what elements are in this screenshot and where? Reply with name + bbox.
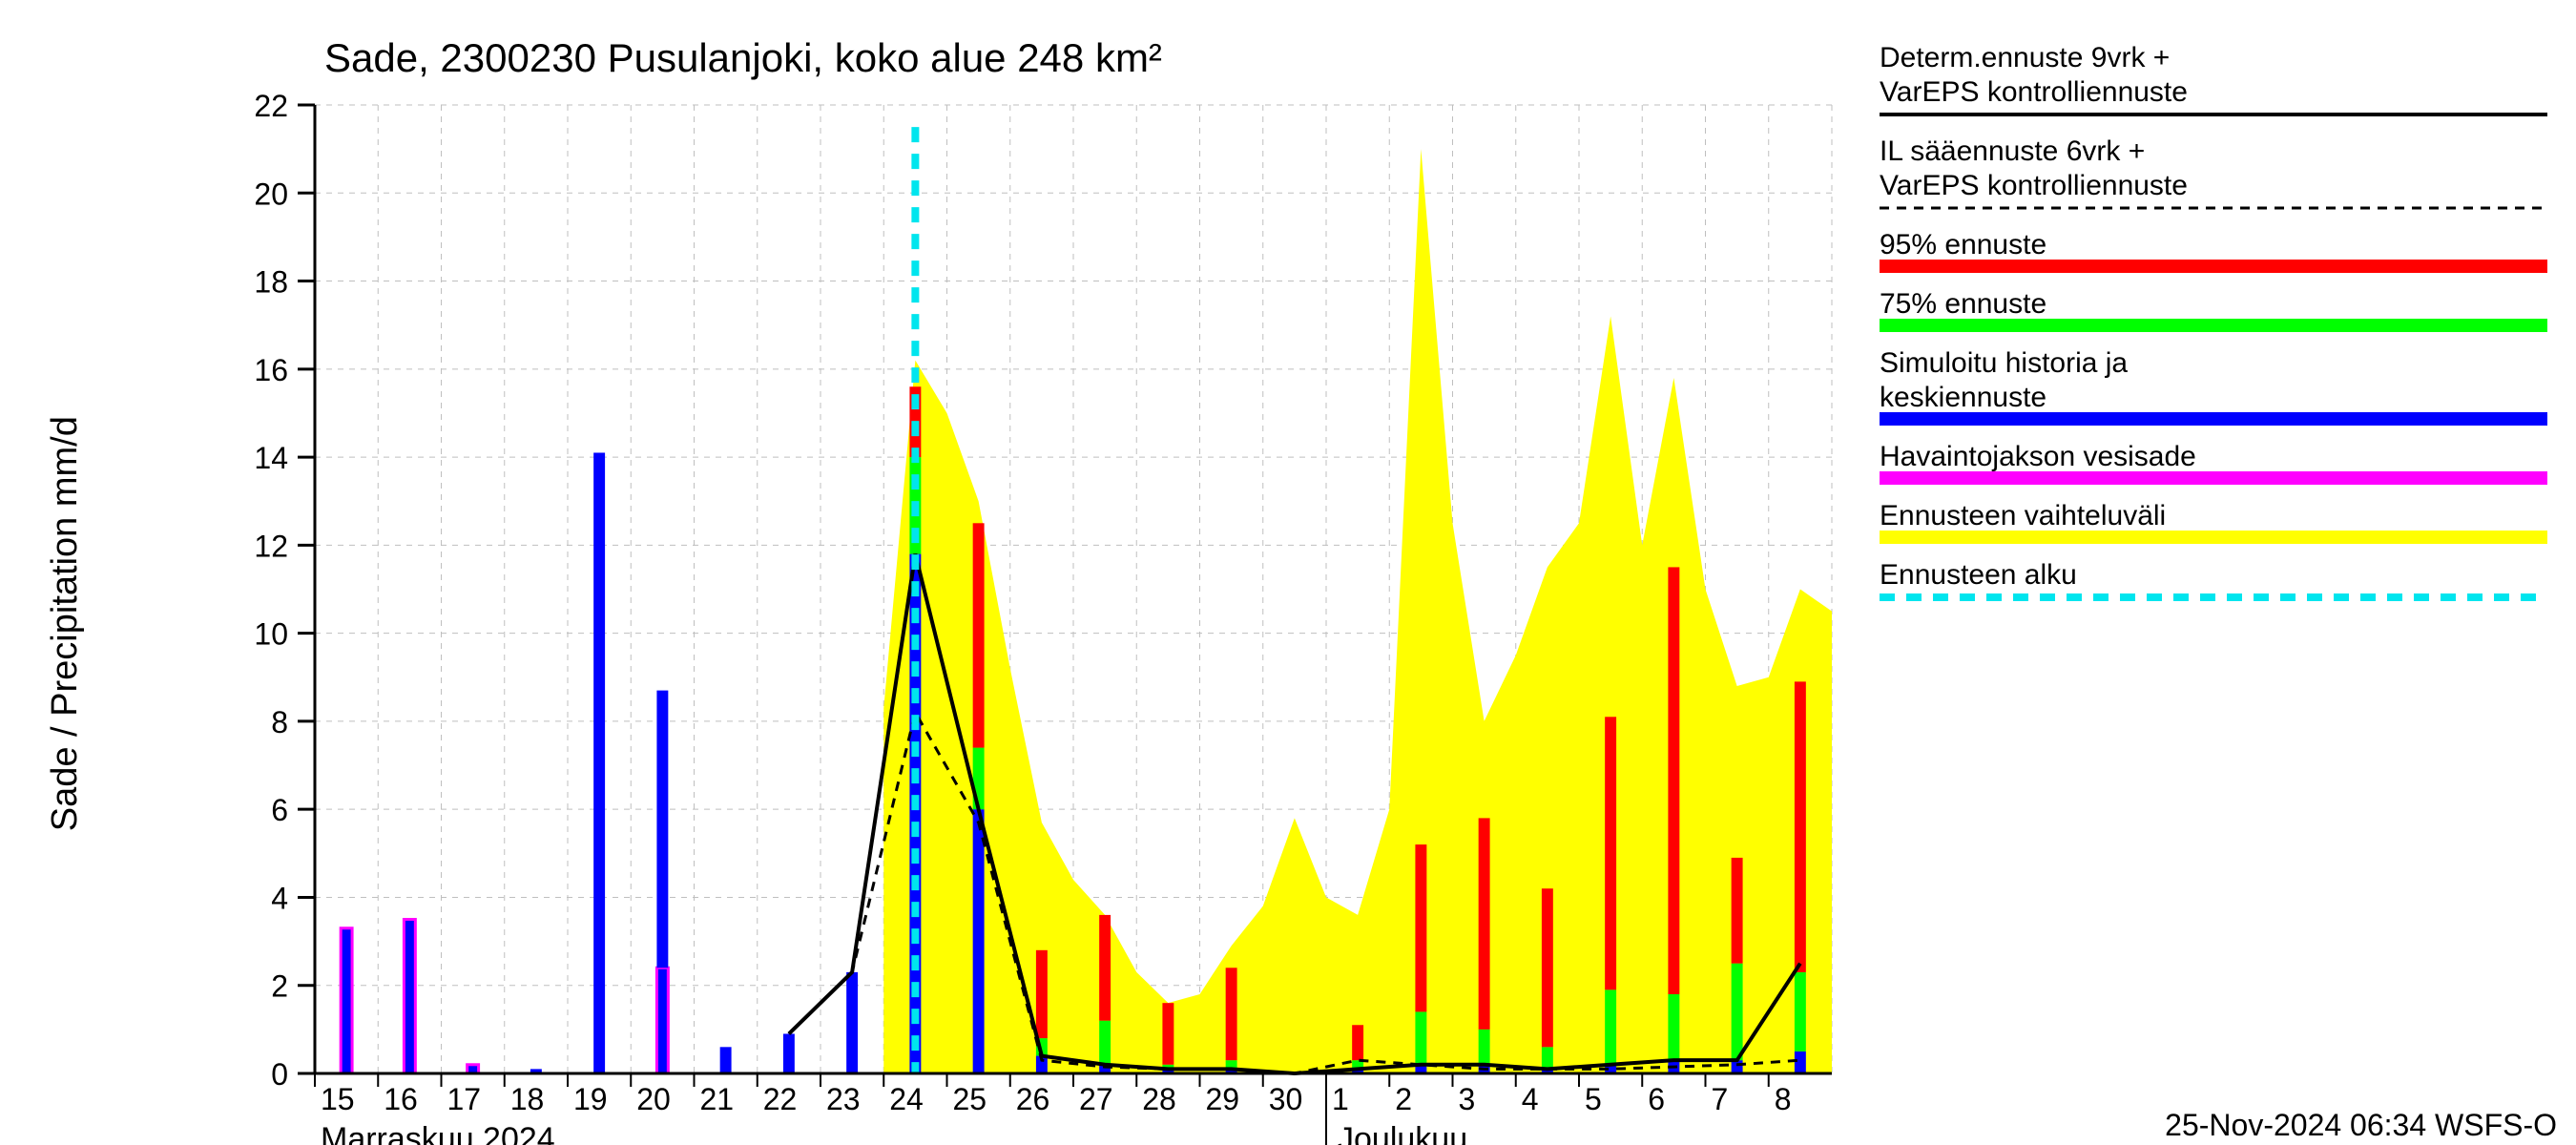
legend-swatch	[1880, 260, 2547, 273]
month-label: Marraskuu 2024	[321, 1121, 555, 1145]
y-tick-label: 16	[254, 353, 288, 387]
x-tick-label: 16	[384, 1082, 418, 1116]
bar-segment	[1542, 1047, 1553, 1069]
legend-label: Simuloitu historia ja	[1880, 347, 2128, 379]
bar-segment	[1479, 818, 1490, 1029]
x-tick-label: 25	[953, 1082, 987, 1116]
x-tick-label: 4	[1522, 1082, 1539, 1116]
bar-segment	[404, 920, 415, 1073]
x-tick-label: 27	[1079, 1082, 1113, 1116]
x-tick-label: 23	[826, 1082, 861, 1116]
x-tick-label: 29	[1206, 1082, 1240, 1116]
legend-label: VarEPS kontrolliennuste	[1880, 76, 2188, 108]
bar-segment	[846, 972, 858, 1073]
footer-timestamp: 25-Nov-2024 06:34 WSFS-O	[2165, 1108, 2557, 1142]
y-tick-label: 6	[271, 793, 288, 827]
legend-label: Ennusteen vaihteluväli	[1880, 500, 2166, 531]
y-tick-label: 0	[271, 1057, 288, 1092]
y-tick-label: 10	[254, 617, 288, 652]
x-tick-label: 2	[1395, 1082, 1412, 1116]
bar-segment	[1036, 950, 1048, 1038]
y-tick-label: 8	[271, 705, 288, 739]
bar-segment	[1099, 1021, 1111, 1065]
x-tick-label: 20	[636, 1082, 671, 1116]
bar-segment	[1352, 1025, 1363, 1060]
bar-segment	[1479, 1030, 1490, 1065]
bar-segment	[973, 809, 985, 1073]
bar-segment	[1415, 1011, 1426, 1064]
y-tick-label: 18	[254, 265, 288, 300]
bar-segment	[1732, 964, 1743, 1061]
bar-segment	[1226, 968, 1237, 1060]
bar-segment	[1099, 915, 1111, 1021]
bar-segment	[1795, 681, 1806, 972]
x-tick-label: 17	[447, 1082, 482, 1116]
legend-label: Ennusteen alku	[1880, 559, 2077, 591]
bar-segment	[341, 928, 352, 1073]
bar-segment	[1668, 567, 1679, 994]
x-tick-label: 19	[573, 1082, 608, 1116]
legend-swatch	[1880, 319, 2547, 332]
x-tick-label: 28	[1142, 1082, 1176, 1116]
x-tick-label: 5	[1585, 1082, 1602, 1116]
legend-label: 95% ennuste	[1880, 229, 2046, 260]
month-label: Joulukuu	[1338, 1121, 1467, 1145]
bar-segment	[1732, 1060, 1743, 1073]
legend-swatch	[1880, 531, 2547, 544]
y-tick-label: 12	[254, 529, 288, 563]
x-tick-label: 22	[763, 1082, 798, 1116]
bar-segment	[1415, 844, 1426, 1011]
x-tick-label: 26	[1016, 1082, 1050, 1116]
legend-label: Havaintojakson vesisade	[1880, 441, 2196, 472]
x-tick-label: 7	[1712, 1082, 1729, 1116]
bar-segment	[1605, 989, 1616, 1064]
y-tick-label: 4	[271, 881, 288, 915]
x-tick-label: 18	[510, 1082, 545, 1116]
bar-segment	[656, 691, 668, 968]
legend-label: IL sääennuste 6vrk +	[1880, 135, 2145, 167]
bar-segment	[1795, 1051, 1806, 1073]
x-tick-label: 6	[1648, 1082, 1665, 1116]
bar-segment	[720, 1047, 732, 1073]
chart-title: Sade, 2300230 Pusulanjoki, koko alue 248…	[324, 35, 1162, 80]
bar-segment	[593, 452, 605, 1073]
legend-swatch	[1880, 412, 2547, 426]
bar-segment	[1668, 994, 1679, 1060]
y-axis-label: Sade / Precipitation mm/d	[45, 416, 85, 831]
bar-segment	[1542, 888, 1553, 1047]
y-tick-label: 14	[254, 441, 288, 475]
x-tick-label: 21	[700, 1082, 735, 1116]
x-tick-label: 15	[321, 1082, 355, 1116]
x-tick-label: 24	[889, 1082, 924, 1116]
legend-label: 75% ennuste	[1880, 288, 2046, 320]
x-tick-label: 30	[1269, 1082, 1303, 1116]
bar-segment	[1795, 972, 1806, 1051]
x-tick-label: 1	[1332, 1082, 1349, 1116]
legend-label: Determ.ennuste 9vrk +	[1880, 42, 2170, 73]
y-tick-label: 22	[254, 89, 288, 123]
bar-segment	[1732, 858, 1743, 964]
x-tick-label: 3	[1459, 1082, 1476, 1116]
y-tick-label: 20	[254, 177, 288, 211]
bar-segment	[973, 523, 985, 747]
legend-label: keskiennuste	[1880, 382, 2046, 413]
bar-segment	[656, 968, 668, 1073]
y-tick-label: 2	[271, 969, 288, 1004]
x-tick-label: 8	[1775, 1082, 1792, 1116]
bar-segment	[1605, 717, 1616, 989]
bar-segment	[1162, 1003, 1174, 1065]
legend-label: VarEPS kontrolliennuste	[1880, 170, 2188, 201]
legend-swatch	[1880, 471, 2547, 485]
precipitation-chart: 0246810121416182022151617181920212223242…	[0, 0, 2576, 1145]
bar-segment	[783, 1033, 795, 1073]
